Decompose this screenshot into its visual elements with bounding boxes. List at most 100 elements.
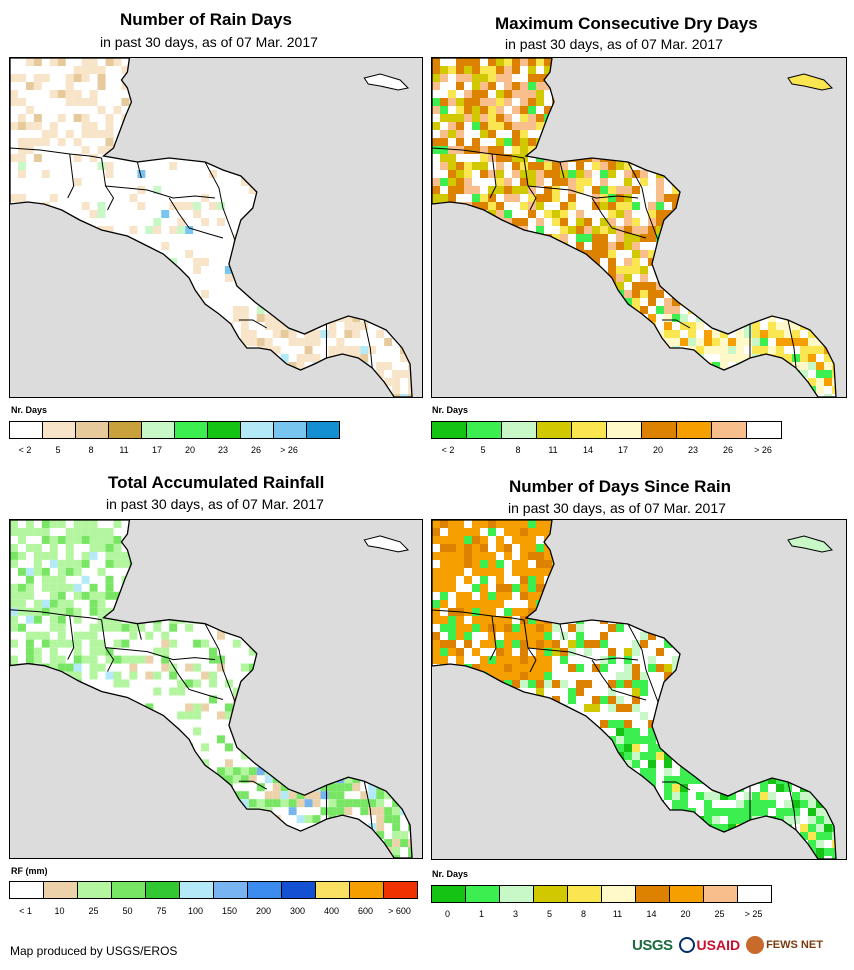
legend-swatch: [670, 886, 704, 902]
legend-swatch: [274, 422, 307, 438]
country-border: [136, 623, 142, 640]
legend-tick-label: 23: [217, 445, 229, 455]
country-border: [591, 659, 647, 701]
legend-tick-label: 3: [512, 909, 519, 919]
legend-swatch: [175, 422, 208, 438]
legend-swatch: [208, 422, 241, 438]
legend-tick-label: 14: [646, 909, 657, 919]
legend-swatch: [747, 422, 781, 438]
max-dry-days-map: [431, 57, 847, 398]
legend-tick-label: 8: [515, 445, 521, 455]
partner-logos: USGS USAID FEWS NET: [632, 932, 823, 958]
legend-tick-label: 5: [480, 445, 486, 455]
panel-subtitle: in past 30 days, as of 07 Mar. 2017: [106, 496, 324, 512]
legend-swatch: [10, 422, 43, 438]
fews-net-logo: FEWS NET: [746, 936, 823, 954]
country-border: [105, 647, 216, 661]
legend-swatch: [712, 422, 747, 438]
country-border: [787, 781, 797, 831]
country-border: [238, 319, 268, 329]
usaid-logo: USAID: [678, 937, 740, 953]
legend-tick-label: 100: [187, 906, 204, 916]
legend-tick-label: > 26: [754, 445, 772, 455]
country-border: [662, 781, 691, 791]
legend-swatch: [642, 422, 677, 438]
country-border: [238, 780, 268, 790]
land-mass: [10, 520, 413, 858]
legend-swatch: [180, 882, 214, 898]
legend-swatch: [534, 886, 568, 902]
legend-tick-label: 600: [357, 906, 374, 916]
legend-tick-label: 5: [546, 909, 553, 919]
country-border: [168, 659, 224, 700]
legend-label: Nr. Days: [432, 405, 469, 415]
legend-tick-label: 8: [88, 445, 94, 455]
legend-tick-label: 17: [617, 445, 629, 455]
legend-swatch: [350, 882, 384, 898]
country-border: [627, 161, 659, 241]
legend-tick-label: 20: [680, 909, 691, 919]
rain-days-legend: [9, 421, 340, 439]
country-border: [101, 157, 115, 211]
legend-label: Nr. Days: [11, 405, 48, 415]
legend-swatch: [568, 886, 602, 902]
island: [787, 73, 834, 91]
legend-swatch: [432, 422, 467, 438]
legend-swatch: [537, 422, 572, 438]
legend-swatch: [572, 422, 607, 438]
legend-tick-label: 26: [250, 445, 262, 455]
country-border: [489, 153, 497, 199]
legend-swatch: [146, 882, 180, 898]
legend-swatch: [241, 422, 274, 438]
legend-tick-label: 20: [652, 445, 664, 455]
legend-label: Nr. Days: [432, 869, 469, 879]
island: [363, 535, 410, 553]
map-credit: Map produced by USGS/EROS: [10, 944, 178, 958]
country-border: [67, 153, 75, 199]
country-border: [627, 623, 659, 703]
country-border: [105, 185, 216, 199]
legend-tick-label: 5: [55, 445, 61, 455]
total-rainfall-map: [9, 519, 423, 859]
legend-tick-label: 14: [582, 445, 594, 455]
panel-subtitle: in past 30 days, as of 07 Mar. 2017: [505, 36, 723, 52]
usaid-seal-icon: [678, 937, 695, 953]
country-border: [10, 609, 102, 621]
country-border: [101, 619, 115, 672]
country-border: [527, 647, 639, 661]
country-border: [204, 161, 236, 241]
legend-tick-label: 400: [323, 906, 340, 916]
legend-swatch: [704, 886, 738, 902]
panel-title: Number of Days Since Rain: [509, 477, 732, 496]
legend-swatch: [316, 882, 350, 898]
legend-tick-label: 50: [122, 906, 133, 916]
max-dry-days-legend: [431, 421, 782, 439]
legend-swatch: [602, 886, 636, 902]
legend-swatch: [677, 422, 712, 438]
legend-swatch: [109, 422, 142, 438]
legend-tick-label: 17: [151, 445, 163, 455]
legend-tick-label: 150: [221, 906, 238, 916]
legend-swatch: [44, 882, 78, 898]
legend-tick-label: 300: [289, 906, 306, 916]
legend-swatch: [43, 422, 76, 438]
legend-tick-label: 26: [722, 445, 734, 455]
island: [363, 73, 410, 91]
legend-swatch: [738, 886, 771, 902]
country-border: [527, 185, 639, 199]
legend-swatch: [282, 882, 316, 898]
legend-tick-label: 11: [612, 909, 623, 919]
rain-days-map: [9, 57, 423, 398]
legend-tick-label: 25: [714, 909, 725, 919]
legend-swatch: [78, 882, 112, 898]
country-border: [136, 161, 142, 179]
panel-title: Number of Rain Days: [120, 10, 292, 29]
legend-tick-label: 75: [156, 906, 167, 916]
legend-swatch: [10, 882, 44, 898]
legend-swatch: [607, 422, 642, 438]
legend-tick-label: < 2: [441, 445, 455, 455]
country-border: [489, 615, 497, 661]
legend-tick-label: 0: [444, 909, 451, 919]
country-border: [559, 161, 565, 179]
panel-subtitle: in past 30 days, as of 07 Mar. 2017: [508, 500, 726, 516]
